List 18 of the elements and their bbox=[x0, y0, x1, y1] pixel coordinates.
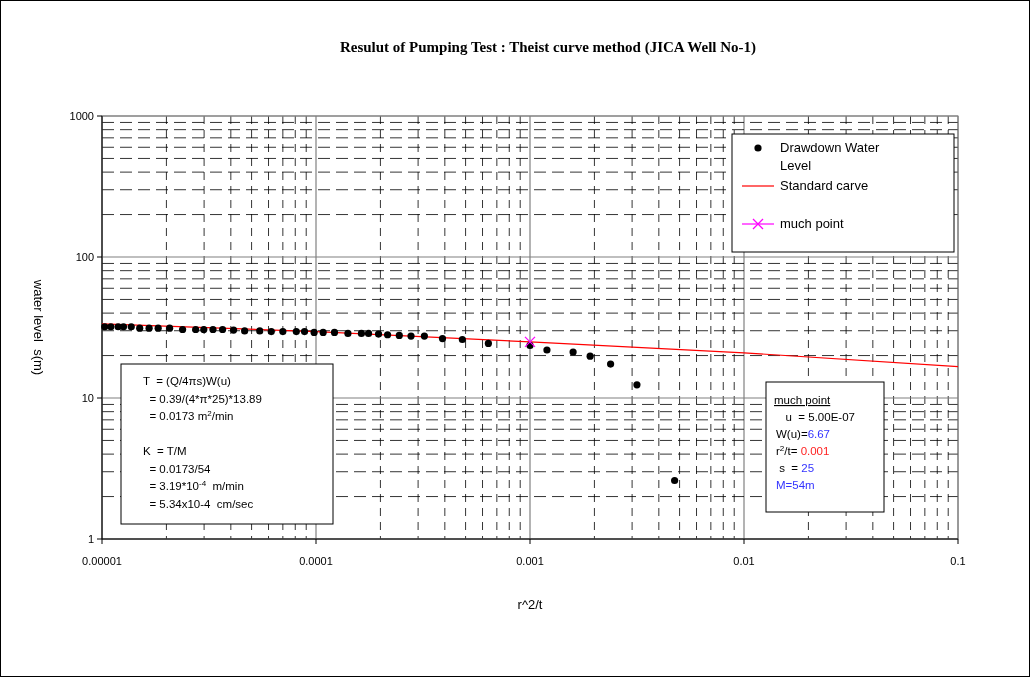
legend-label: much point bbox=[780, 216, 844, 231]
legend-label: Drawdown Water Level bbox=[780, 140, 880, 173]
y-tick-label: 1 bbox=[87, 533, 94, 545]
x-axis-title: r^2/t bbox=[517, 597, 543, 612]
x-tick-label: 0.00001 bbox=[82, 555, 122, 567]
x-tick-label: 0.01 bbox=[733, 555, 755, 567]
parameters-text-box: much point u = 5.00E-07 W(u)=6.67 r$^{2}$/t= 0.001 s = 25 M=54m bbox=[765, 381, 885, 513]
formula-text-box: T = (Q/4πs)W(u) = 0.39/(4*π*25)*13.89 = 0.0173 m$^{2}$/min K = T/M = 0.0173/54 = 3.19*10$^{-4}$ m/min = 5.34x10-4 cm/sec bbox=[120, 363, 334, 525]
x-tick-label: 0.1 bbox=[950, 555, 966, 567]
line-series bbox=[101, 323, 959, 368]
y-tick-label: 100 bbox=[75, 251, 94, 263]
y-tick-label: 1000 bbox=[69, 110, 94, 122]
y-tick-label: 10 bbox=[81, 392, 94, 404]
x-tick-label: 0.0001 bbox=[299, 555, 333, 567]
legend-label: Standard carve bbox=[780, 178, 869, 193]
chart-title: Resulut of Pumping Test : Theist curve method (JICA Well No-1) bbox=[339, 39, 757, 56]
x-tick-label: 0.001 bbox=[516, 555, 544, 567]
y-axis-title: water level s(m) bbox=[31, 278, 46, 376]
